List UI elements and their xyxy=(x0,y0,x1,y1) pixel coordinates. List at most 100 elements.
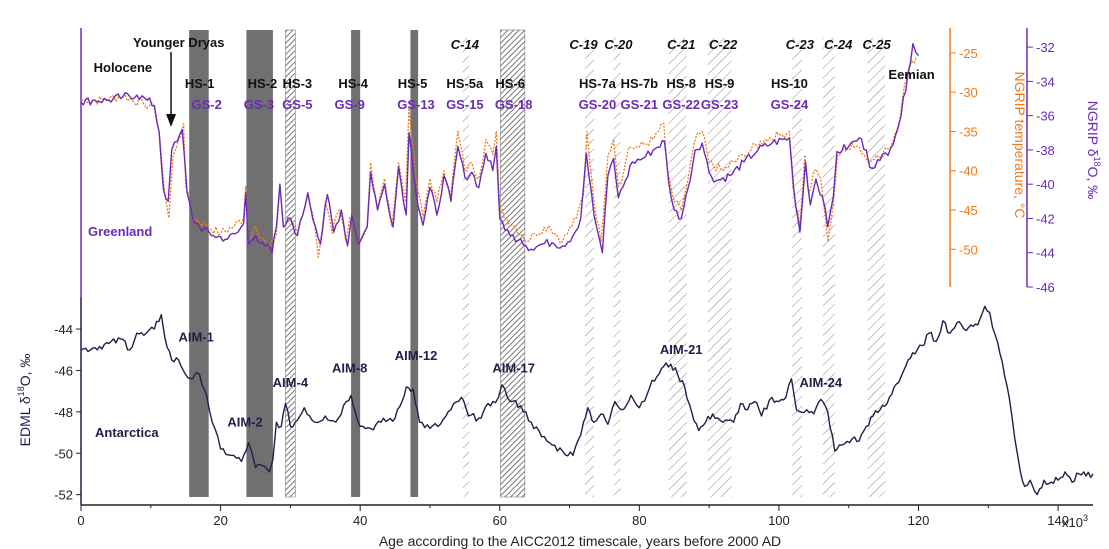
gs-label: GS-15 xyxy=(446,97,484,112)
hatched-bar-light xyxy=(584,38,594,497)
aim-label: AIM-1 xyxy=(178,329,213,344)
hs-label: Eemian xyxy=(888,67,934,82)
greenland-label: Greenland xyxy=(88,224,152,239)
x-axis-title: Age according to the AICC2012 timescale,… xyxy=(379,533,781,549)
c-event-label: C-22 xyxy=(709,37,738,52)
ngrip-d18o-tick-label: -46 xyxy=(1036,280,1055,295)
hatched-bar-light xyxy=(707,38,732,497)
hs-label: HS-9 xyxy=(705,76,735,91)
ngrip-temp-tick-label: -30 xyxy=(959,85,978,100)
aim-label: AIM-21 xyxy=(660,342,703,357)
ngrip-temp-tick-label: -45 xyxy=(959,203,978,218)
x-tick-label: 60 xyxy=(493,513,507,528)
x-multiplier-base: x10 xyxy=(1062,515,1083,530)
edml-tick-label: -50 xyxy=(54,446,73,461)
ngrip-d18o-axis-title: NGRIP δ18O, ‰ xyxy=(1085,101,1102,199)
x-tick-label: 0 xyxy=(77,513,84,528)
gs-label: GS-24 xyxy=(771,97,809,112)
ngrip-temp-tick-label: -35 xyxy=(959,124,978,139)
ngrip-temp-tick-label: -50 xyxy=(959,242,978,257)
hatched-bar-light xyxy=(792,38,802,497)
edml-tick-label: -46 xyxy=(54,363,73,378)
x-tick-label: 140 xyxy=(1047,513,1069,528)
gs-label: GS-2 xyxy=(191,97,221,112)
ngrip-title-pre: NGRIP δ xyxy=(1085,101,1101,157)
hs-label: HS-2 xyxy=(248,76,278,91)
ngrip-d18o-line xyxy=(80,43,920,254)
ngrip-temp-tick-label: -40 xyxy=(959,164,978,179)
gs-label: GS-5 xyxy=(282,97,312,112)
hatched-bar-light xyxy=(668,38,687,497)
stadial-bar xyxy=(189,30,209,497)
x-tick-label: 120 xyxy=(908,513,930,528)
edml-title-sup: 18 xyxy=(16,386,26,396)
c-event-label: C-23 xyxy=(786,37,815,52)
hs-label: HS-1 xyxy=(185,76,215,91)
edml-title-pre: EDML δ xyxy=(17,396,33,446)
hatched-bar-light xyxy=(613,38,621,497)
c-event-label: C-19 xyxy=(569,37,598,52)
event-labels: Holocene Younger Dryas HS-1 HS-2 HS-3 HS-4 HS-… xyxy=(94,35,935,429)
gs-label: GS-21 xyxy=(621,97,659,112)
ngrip-d18o-tick-label: -36 xyxy=(1036,109,1055,124)
event-bars xyxy=(189,29,886,498)
aim-label: AIM-2 xyxy=(227,414,262,429)
gs-label: GS-18 xyxy=(495,97,533,112)
hs-label: HS-6 xyxy=(495,76,525,91)
aim-label: AIM-24 xyxy=(799,375,842,390)
gs-label: GS-23 xyxy=(701,97,739,112)
x-tick-label: 40 xyxy=(353,513,367,528)
x-tick-label: 20 xyxy=(213,513,227,528)
c-event-label: C-25 xyxy=(863,37,892,52)
hatched-bar-light xyxy=(867,38,886,497)
edml-tick-label: -44 xyxy=(54,322,73,337)
ngrip-d18o-tick-label: -40 xyxy=(1036,177,1055,192)
ngrip-d18o-tick-label: -42 xyxy=(1036,211,1055,226)
younger-dryas-arrowhead xyxy=(166,114,177,127)
series-lines xyxy=(80,43,1094,496)
holocene-label: Holocene xyxy=(94,60,153,75)
c-event-label: C-20 xyxy=(604,37,633,52)
ngrip-d18o-tick-label: -32 xyxy=(1036,40,1055,55)
edml-title-post: O, ‰ xyxy=(17,354,33,387)
ngrip-d18o-tick-label: -44 xyxy=(1036,246,1055,261)
hs-label: HS-5 xyxy=(398,76,428,91)
edml-axis-title: EDML δ18O, ‰ xyxy=(16,354,33,447)
hatched-bar-dense xyxy=(285,29,296,498)
hatched-bar-light xyxy=(822,38,835,497)
edml-d18o-line xyxy=(80,305,1094,496)
hs-label: HS-7b xyxy=(621,76,659,91)
c-event-label: C-14 xyxy=(451,37,480,52)
gs-label: GS-9 xyxy=(335,97,365,112)
aim-label: AIM-12 xyxy=(395,348,438,363)
aim-label: AIM-17 xyxy=(492,361,535,376)
stadial-bar xyxy=(351,30,361,497)
aim-label: AIM-8 xyxy=(332,361,367,376)
stadial-bar xyxy=(246,30,273,497)
ngrip-d18o-tick-label: -34 xyxy=(1036,74,1055,89)
gs-label: GS-22 xyxy=(662,97,700,112)
axes-frame: 0 20 40 60 80 100 120 140 -44 -46 -48 -50 -52 -25 -30 -… xyxy=(54,28,1093,528)
ngrip-title-post: O, ‰ xyxy=(1085,167,1101,200)
ngrip-title-sup: 18 xyxy=(1092,157,1102,167)
younger-dryas-label: Younger Dryas xyxy=(133,35,225,50)
edml-tick-label: -52 xyxy=(54,488,73,503)
gs-label: GS-20 xyxy=(579,97,617,112)
hatched-bar-light xyxy=(462,38,470,497)
c-event-label: C-21 xyxy=(667,37,695,52)
x-multiplier-exp: 3 xyxy=(1083,513,1088,523)
hatched-bar-dense xyxy=(500,29,526,498)
ngrip-d18o-tick-label: -38 xyxy=(1036,143,1055,158)
x-multiplier: x103 xyxy=(1062,513,1088,530)
aim-label: AIM-4 xyxy=(273,375,309,390)
ngrip-temp-axis-title: NGRIP temperature, °C xyxy=(1012,72,1028,219)
hs-label: HS-5a xyxy=(446,76,484,91)
stadial-bar xyxy=(410,30,419,497)
gs-label: GS-13 xyxy=(397,97,435,112)
hs-label: HS-10 xyxy=(771,76,808,91)
ngrip-temp-tick-label: -25 xyxy=(959,46,978,61)
gs-label: GS-3 xyxy=(244,97,274,112)
c-event-label: C-24 xyxy=(824,37,853,52)
hs-label: HS-3 xyxy=(283,76,313,91)
